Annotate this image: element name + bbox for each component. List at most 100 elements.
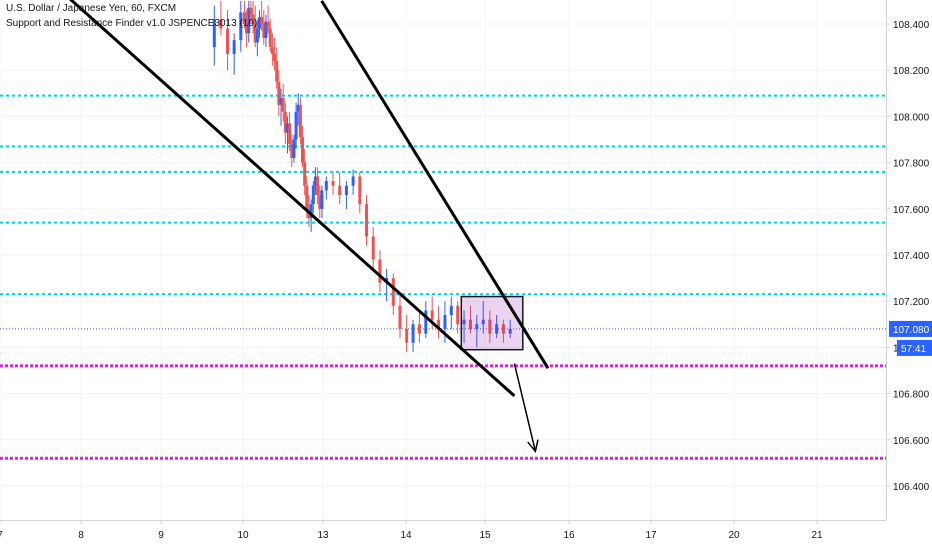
candle-body [495, 324, 499, 334]
candle-body [331, 181, 335, 186]
time-tick-label: 20 [728, 530, 740, 541]
candle-body [292, 139, 296, 158]
candle-body [488, 319, 492, 334]
candle-body [378, 259, 382, 283]
candle-body [344, 185, 348, 195]
candle-body [242, 12, 246, 24]
candle-body [324, 181, 328, 191]
candle-body [279, 97, 283, 105]
candle-body [285, 123, 289, 133]
candle-body [226, 28, 230, 55]
candle-body [468, 319, 472, 329]
candle-body [351, 176, 355, 186]
candle-body [405, 328, 409, 343]
candle-body [449, 305, 453, 316]
price-axis[interactable]: 106.400106.600106.800107.000107.200107.4… [886, 0, 932, 550]
candle-body [398, 305, 402, 329]
candles [212, 0, 512, 353]
candle-body [251, 14, 255, 24]
candle-body [365, 204, 369, 237]
time-tick-label: 14 [400, 530, 412, 541]
candle-body [311, 185, 315, 205]
current-price-badge [889, 320, 932, 337]
candle-body [508, 328, 512, 334]
time-axis-background [0, 520, 886, 550]
candle-body [411, 324, 415, 343]
candle-body [358, 176, 362, 205]
candle-body [501, 324, 505, 334]
consolidation-box [460, 295, 524, 351]
candle-body [264, 21, 268, 38]
time-tick-label: 8 [78, 530, 84, 541]
price-tick-label: 107.200 [893, 297, 930, 308]
time-tick-label: 17 [645, 530, 657, 541]
candle-body [309, 204, 313, 219]
candle-body [424, 310, 428, 334]
price-tick-label: 106.400 [893, 482, 930, 493]
candle-body [443, 315, 447, 329]
candle-body [305, 185, 309, 209]
candle-body [301, 137, 305, 163]
candle-body [262, 24, 266, 38]
candle-body [288, 123, 292, 145]
candle-body [247, 7, 251, 34]
time-tick-label: 21 [811, 530, 823, 541]
candle-body [475, 324, 479, 329]
candle-body [273, 54, 277, 61]
candle-body [266, 21, 270, 29]
candle-body [255, 28, 259, 43]
candle-body [239, 12, 243, 41]
trend-line [320, 0, 550, 369]
candle-body [313, 176, 317, 186]
candle-body [232, 40, 236, 55]
candle-body [320, 190, 324, 209]
time-tick-label: 16 [563, 530, 575, 541]
indicator-legend[interactable]: Support and Resistance Finder v1.0 JSPEN… [6, 18, 258, 29]
time-tick-label: 13 [317, 530, 329, 541]
candle-body [283, 111, 287, 133]
candle-body [303, 162, 307, 186]
price-tick-label: 107.400 [893, 251, 930, 262]
trend-drawings[interactable] [57, 0, 550, 454]
candle-body [290, 144, 294, 158]
candle-body [430, 310, 434, 320]
support-resistance-levels [0, 94, 886, 460]
candle-body [219, 19, 223, 29]
candle-body [245, 24, 249, 34]
projection-arrow-head [527, 439, 539, 454]
candle-body [371, 236, 375, 260]
symbol-legend[interactable]: U.S. Dollar / Japanese Yen, 60, FXCM [6, 3, 177, 14]
price-tick-label: 106.800 [893, 390, 930, 401]
price-axis-background [886, 0, 932, 550]
candle-body [318, 194, 322, 209]
price-tick-label: 108.400 [893, 20, 930, 31]
time-axis[interactable]: 7 8 9 10 13 14 15 16 17 20 21 [0, 520, 886, 550]
candle-body [481, 319, 485, 325]
candle-body [281, 97, 285, 112]
candle-body [437, 319, 441, 329]
candle-body [257, 17, 261, 29]
candle-body [462, 319, 466, 325]
price-tick-label: 108.000 [893, 112, 930, 123]
candle-body [277, 81, 281, 105]
trend-line [68, 0, 516, 398]
candle-body [268, 28, 272, 48]
candle-body [294, 111, 298, 140]
price-tick-label: 106.600 [893, 436, 930, 447]
price-tick-label: 107.600 [893, 205, 930, 216]
candle-body [212, 19, 216, 48]
time-tick-label: 7 [0, 530, 3, 541]
time-tick-label: 9 [158, 530, 164, 541]
time-tick-label: 15 [479, 530, 491, 541]
countdown-label: 57:41 [901, 344, 926, 355]
candle-body [260, 17, 264, 24]
price-tick-label: 107.800 [893, 159, 930, 170]
current-price-label: 107.080 [893, 325, 930, 336]
candle-body [249, 7, 253, 15]
candle-body [316, 176, 320, 195]
candle-body [391, 278, 395, 306]
countdown-badge [897, 339, 932, 356]
candle-body [296, 104, 300, 112]
time-tick-label: 10 [237, 530, 249, 541]
